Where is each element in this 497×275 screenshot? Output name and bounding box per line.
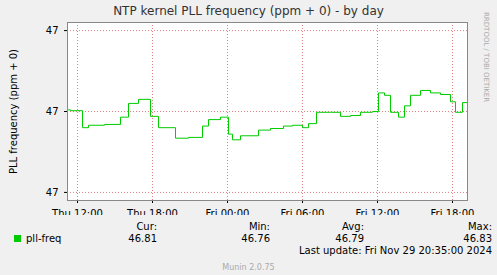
svg-text:47: 47 (46, 106, 59, 117)
html-text:Avg:: Avg: (342, 221, 364, 232)
html-text:NTP kernel PLL frequency (ppm: NTP kernel PLL frequency (ppm + 0) - by … (113, 4, 384, 18)
svg-text:Thu 12:00: Thu 12:00 (51, 208, 103, 215)
svg-text:Fri 06:00: Fri 06:00 (281, 208, 325, 215)
html-text:46.76: 46.76 (241, 233, 270, 244)
svg-text:PLL frequency (ppm + 0): PLL frequency (ppm + 0) (8, 49, 19, 174)
svg-text:47: 47 (46, 25, 59, 36)
html-text:46.79: 46.79 (335, 233, 364, 244)
html-text:RRDTOOL / TOBI OETIKER: RRDTOOL / TOBI OETIKER (482, 12, 490, 103)
html-text:Last update: Fri Nov 29 20:35:: Last update: Fri Nov 29 20:35:00 2024 (299, 245, 492, 256)
svg-text:Fri 00:00: Fri 00:00 (206, 208, 250, 215)
svg-text:Thu 18:00: Thu 18:00 (126, 208, 178, 215)
html-text:Max:: Max: (468, 221, 492, 232)
html-text:pll-freq: pll-freq (26, 233, 62, 244)
html-text:Min:: Min: (248, 221, 270, 232)
html-text:Munin 2.0.75: Munin 2.0.75 (222, 263, 275, 272)
html-text:Cur:: Cur: (136, 221, 157, 232)
svg-text:Fri 12:00: Fri 12:00 (356, 208, 400, 215)
svg-text:47: 47 (46, 187, 59, 198)
svg-text:Fri 18:00: Fri 18:00 (431, 208, 475, 215)
html-text:46.83: 46.83 (463, 233, 492, 244)
html-text:46.81: 46.81 (128, 233, 157, 244)
